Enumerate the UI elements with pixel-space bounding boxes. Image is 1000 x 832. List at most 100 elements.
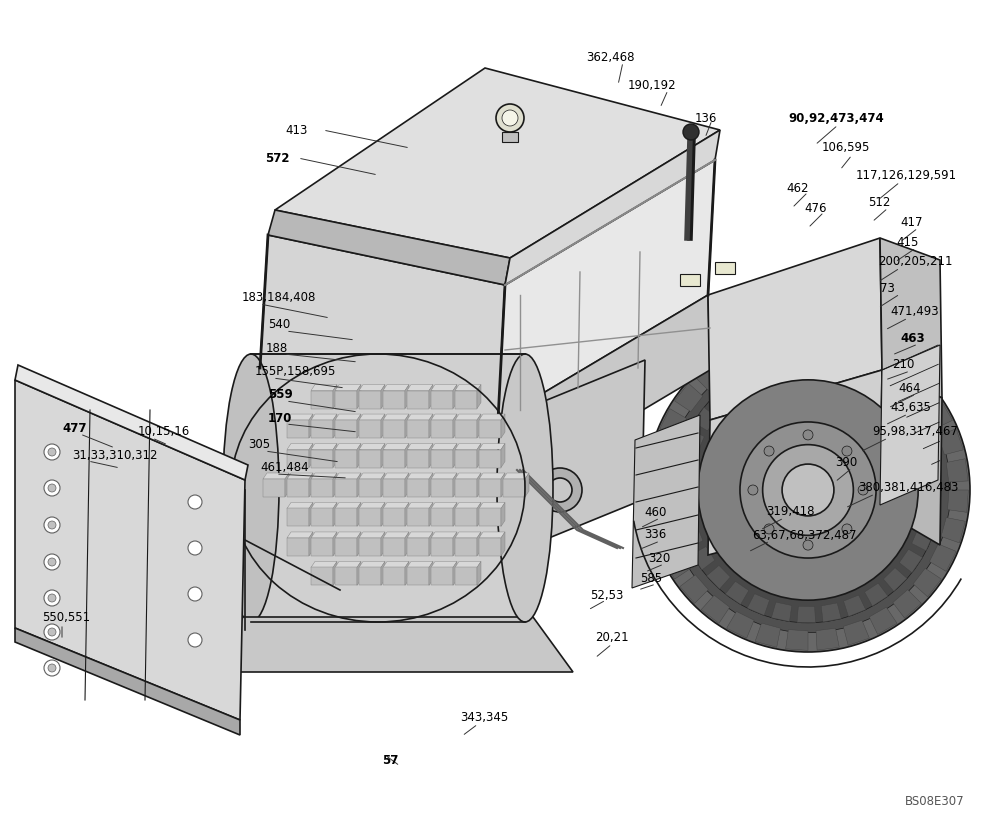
Text: 462: 462	[786, 181, 808, 195]
Polygon shape	[505, 130, 720, 285]
Text: 413: 413	[285, 123, 307, 136]
Circle shape	[44, 624, 60, 640]
Polygon shape	[707, 566, 730, 589]
Text: 106,595: 106,595	[822, 141, 870, 155]
Polygon shape	[357, 384, 361, 409]
Polygon shape	[455, 562, 481, 567]
Polygon shape	[263, 479, 285, 497]
Polygon shape	[501, 503, 505, 527]
Circle shape	[48, 594, 56, 602]
Text: 95,98,317,467: 95,98,317,467	[872, 425, 958, 438]
Polygon shape	[747, 334, 773, 359]
Polygon shape	[309, 473, 313, 497]
Polygon shape	[357, 414, 361, 438]
Polygon shape	[681, 526, 703, 547]
Text: 343,345: 343,345	[460, 711, 508, 725]
Circle shape	[763, 444, 853, 535]
Polygon shape	[431, 414, 457, 420]
Polygon shape	[808, 329, 830, 350]
Polygon shape	[755, 623, 781, 647]
Polygon shape	[913, 568, 941, 597]
Polygon shape	[683, 429, 704, 452]
Circle shape	[782, 464, 834, 516]
Text: 336: 336	[644, 528, 666, 542]
Polygon shape	[880, 238, 942, 398]
Polygon shape	[287, 538, 309, 556]
Ellipse shape	[497, 354, 553, 622]
Polygon shape	[383, 420, 405, 438]
Polygon shape	[287, 420, 309, 438]
Circle shape	[188, 633, 202, 647]
Circle shape	[502, 110, 518, 126]
Polygon shape	[407, 562, 433, 567]
Circle shape	[858, 485, 868, 495]
Polygon shape	[405, 503, 409, 527]
Polygon shape	[335, 443, 361, 449]
Polygon shape	[501, 473, 505, 497]
Text: 417: 417	[900, 215, 922, 229]
Polygon shape	[405, 443, 409, 468]
Polygon shape	[429, 414, 433, 438]
Polygon shape	[15, 380, 245, 720]
Polygon shape	[383, 384, 409, 390]
Polygon shape	[675, 479, 692, 498]
Text: 200,205,211: 200,205,211	[878, 255, 952, 269]
Polygon shape	[695, 362, 723, 390]
Polygon shape	[453, 384, 457, 409]
Polygon shape	[455, 449, 477, 468]
Polygon shape	[311, 390, 333, 409]
Polygon shape	[359, 503, 385, 508]
Polygon shape	[692, 547, 715, 570]
Polygon shape	[333, 384, 337, 409]
Text: 415: 415	[896, 235, 918, 249]
Polygon shape	[407, 479, 429, 497]
Polygon shape	[455, 479, 477, 497]
Bar	[715, 262, 735, 274]
Polygon shape	[258, 368, 500, 495]
Polygon shape	[777, 329, 800, 352]
Polygon shape	[359, 479, 381, 497]
Polygon shape	[311, 503, 337, 508]
Polygon shape	[948, 490, 968, 513]
Polygon shape	[407, 508, 429, 527]
Polygon shape	[335, 414, 361, 420]
Text: 183,184,408: 183,184,408	[242, 291, 316, 305]
Polygon shape	[862, 342, 889, 369]
Polygon shape	[287, 503, 313, 508]
Polygon shape	[405, 384, 409, 409]
Polygon shape	[431, 479, 453, 497]
Polygon shape	[913, 433, 935, 454]
Bar	[680, 274, 700, 286]
Polygon shape	[455, 503, 481, 508]
Polygon shape	[800, 358, 819, 374]
Circle shape	[48, 448, 56, 456]
Polygon shape	[309, 503, 313, 527]
Polygon shape	[333, 473, 337, 497]
Circle shape	[48, 664, 56, 672]
Polygon shape	[405, 473, 409, 497]
Text: 461,484: 461,484	[260, 462, 309, 474]
Polygon shape	[501, 443, 505, 468]
Polygon shape	[921, 457, 940, 477]
Polygon shape	[708, 370, 882, 555]
Text: 57: 57	[382, 754, 398, 766]
Polygon shape	[498, 160, 715, 420]
Polygon shape	[844, 595, 866, 617]
Polygon shape	[407, 532, 433, 538]
Circle shape	[646, 328, 970, 652]
Polygon shape	[501, 414, 505, 438]
Polygon shape	[431, 390, 453, 409]
Polygon shape	[333, 414, 337, 438]
Polygon shape	[311, 449, 333, 468]
Polygon shape	[311, 420, 333, 438]
Polygon shape	[479, 420, 501, 438]
Polygon shape	[431, 384, 457, 390]
Polygon shape	[477, 532, 481, 556]
Circle shape	[48, 628, 56, 636]
Polygon shape	[455, 538, 477, 556]
Ellipse shape	[223, 354, 279, 622]
Polygon shape	[479, 479, 501, 497]
Polygon shape	[709, 389, 733, 413]
Polygon shape	[651, 437, 675, 463]
Polygon shape	[311, 567, 333, 586]
